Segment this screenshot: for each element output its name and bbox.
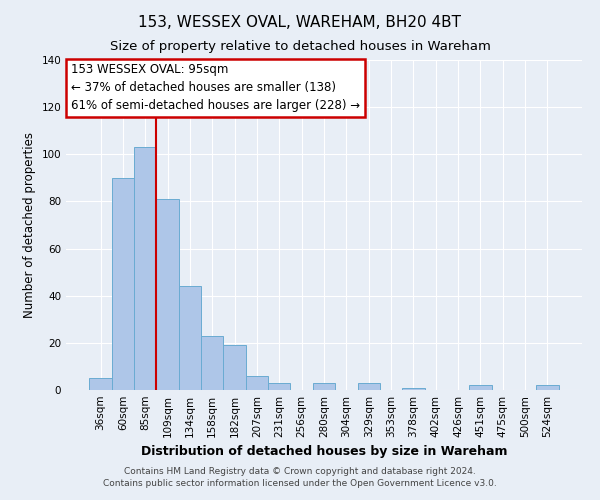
Bar [89,378,112,390]
X-axis label: Distribution of detached houses by size in Wareham: Distribution of detached houses by size … [141,446,507,458]
Text: 153, WESSEX OVAL, WAREHAM, BH20 4BT: 153, WESSEX OVAL, WAREHAM, BH20 4BT [139,15,461,30]
Text: 153 WESSEX OVAL: 95sqm
← 37% of detached houses are smaller (138)
61% of semi-de: 153 WESSEX OVAL: 95sqm ← 37% of detached… [71,64,360,112]
Bar [179,286,201,390]
Bar [134,147,157,390]
Bar [157,199,179,390]
Bar [201,336,223,390]
Text: Contains HM Land Registry data © Crown copyright and database right 2024.
Contai: Contains HM Land Registry data © Crown c… [103,466,497,487]
Text: Size of property relative to detached houses in Wareham: Size of property relative to detached ho… [110,40,490,53]
Bar [402,388,425,390]
Bar [313,383,335,390]
Bar [223,345,246,390]
Bar [246,376,268,390]
Bar [536,386,559,390]
Bar [112,178,134,390]
Bar [469,386,491,390]
Y-axis label: Number of detached properties: Number of detached properties [23,132,36,318]
Bar [268,383,290,390]
Bar [358,383,380,390]
